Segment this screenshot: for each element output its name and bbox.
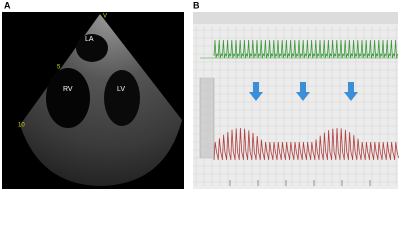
arrow	[344, 82, 358, 101]
depth-marker: 5	[57, 65, 61, 71]
header-strip	[193, 12, 398, 24]
page: A V LA RV LV 5 10 B (() => { const data …	[0, 0, 400, 191]
depth-marker: 10	[18, 123, 25, 129]
panel-a: A V LA RV LV 5 10	[2, 0, 184, 189]
chamber-label: RV	[63, 86, 73, 93]
arrow	[296, 82, 310, 101]
panel-b: B	[193, 0, 399, 189]
pressure-trace	[213, 127, 399, 161]
arrow	[249, 82, 263, 101]
ecg-trace	[213, 39, 398, 59]
tracings	[193, 26, 399, 186]
panel-label: B	[193, 0, 200, 10]
rv-cavity	[46, 68, 90, 128]
lv-cavity	[104, 70, 140, 126]
tracing-background	[193, 12, 398, 189]
chamber-label: LA	[85, 36, 94, 43]
panel-label: A	[4, 0, 11, 10]
echo-sector	[20, 14, 182, 186]
depth-marker: V	[103, 14, 107, 20]
la-cavity	[76, 34, 108, 62]
chamber-label: LV	[117, 86, 125, 93]
figure: A V LA RV LV 5 10 B	[2, 0, 399, 189]
